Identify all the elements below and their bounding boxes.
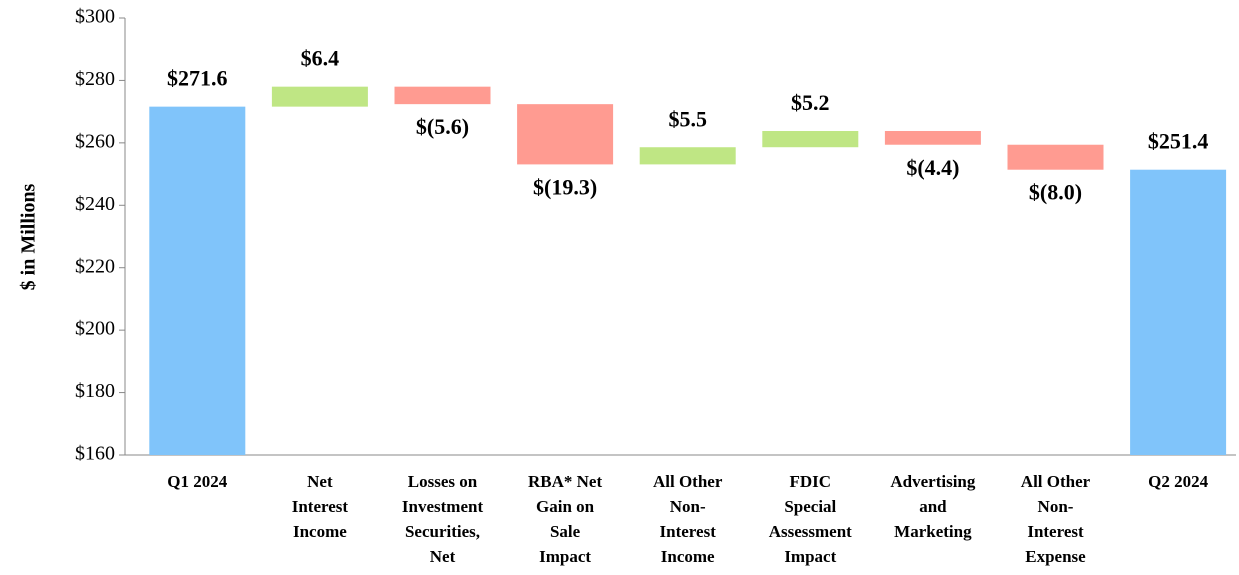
value-label: $(5.6)	[416, 114, 469, 139]
x-tick-label: All Other	[653, 472, 723, 491]
x-tick-label: Impact	[784, 547, 836, 566]
y-tick-label: $200	[75, 318, 115, 340]
x-tick-label: Income	[293, 522, 347, 541]
x-tick-label: Advertising	[890, 472, 976, 491]
value-label: $5.5	[668, 106, 707, 131]
x-tick-label: Interest	[292, 497, 349, 516]
x-tick-label: Net	[430, 547, 456, 566]
y-tick-label: $300	[75, 6, 115, 28]
bar	[762, 130, 859, 148]
x-tick-label: Special	[784, 497, 836, 516]
value-label: $(19.3)	[533, 174, 597, 199]
y-tick-label: $160	[75, 443, 115, 465]
bar	[1130, 169, 1227, 456]
x-tick-label: Investment	[402, 497, 484, 516]
x-tick-label: and	[919, 497, 947, 516]
x-tick-label: Interest	[660, 522, 717, 541]
x-tick-label: Q1 2024	[167, 472, 227, 491]
value-label: $271.6	[167, 66, 228, 91]
x-tick-label: Non-	[670, 497, 706, 516]
bar	[271, 86, 368, 107]
value-label: $251.4	[1148, 129, 1209, 154]
value-label: $(8.0)	[1029, 180, 1082, 205]
x-tick-label: Securities,	[405, 522, 480, 541]
x-tick-label: Sale	[550, 522, 581, 541]
x-tick-label: Expense	[1025, 547, 1086, 566]
x-tick-label: FDIC	[790, 472, 832, 491]
y-tick-label: $220	[75, 255, 115, 277]
y-tick-label: $260	[75, 130, 115, 152]
value-label: $5.2	[791, 90, 830, 115]
x-tick-label: Losses on	[408, 472, 478, 491]
x-tick-label: Impact	[539, 547, 591, 566]
y-tick-label: $240	[75, 193, 115, 215]
x-tick-label: Q2 2024	[1148, 472, 1208, 491]
bar	[639, 147, 736, 165]
bar	[149, 106, 246, 456]
value-label: $(4.4)	[906, 155, 959, 180]
value-label: $6.4	[301, 46, 340, 71]
bar	[394, 86, 491, 105]
bar	[517, 104, 614, 165]
x-tick-label: All Other	[1021, 472, 1091, 491]
y-tick-label: $180	[75, 380, 115, 402]
x-tick-label: Assessment	[769, 522, 852, 541]
bar	[1007, 144, 1104, 170]
x-tick-label: Non-	[1038, 497, 1074, 516]
y-axis-label: $ in Millions	[18, 183, 40, 290]
x-tick-label: RBA* Net	[528, 472, 602, 491]
y-tick-label: $280	[75, 68, 115, 90]
x-tick-label: Marketing	[894, 522, 972, 541]
x-tick-label: Income	[661, 547, 715, 566]
x-tick-label: Interest	[1027, 522, 1084, 541]
x-tick-label: Net	[307, 472, 333, 491]
x-tick-label: Gain on	[536, 497, 595, 516]
bar	[884, 130, 981, 145]
